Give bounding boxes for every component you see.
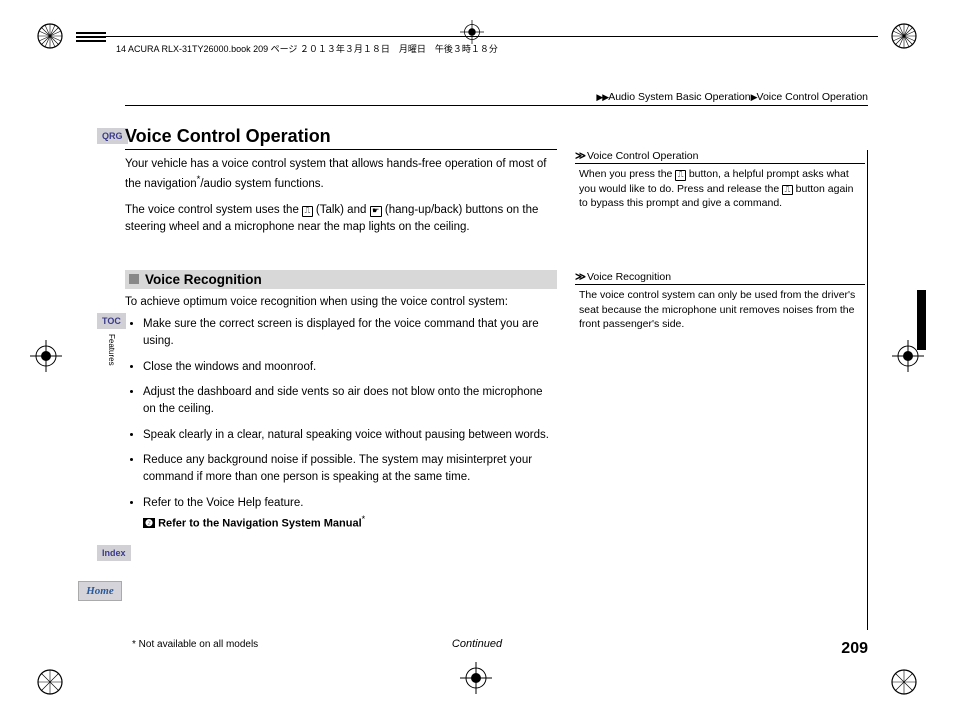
breadcrumb: ▶▶Audio System Basic Operation▶Voice Con… [596, 91, 868, 103]
edge-tab [917, 290, 926, 350]
list-item: Speak clearly in a clear, natural speaki… [143, 427, 557, 444]
talk-button-icon: ⎍ [782, 185, 793, 196]
registration-mark-icon [36, 668, 64, 696]
list-item: Refer to the Voice Help feature. [143, 495, 557, 512]
cross-reference[interactable]: ❷Refer to the Navigation System Manual* [143, 514, 557, 530]
source-file-line: 14 ACURA RLX-31TY26000.book 209 ページ ２０１３… [116, 42, 498, 55]
side-notes: Voice Control Operation When you press t… [575, 150, 865, 354]
talk-button-icon: ⎍ [302, 206, 313, 217]
text: The voice control system uses the [125, 204, 302, 216]
book-icon: ❷ [143, 518, 155, 528]
side-note-body: When you press the ⎍ button, a helpful p… [575, 167, 865, 211]
registration-mark-icon [890, 22, 918, 50]
nav-toc-button[interactable]: TOC [97, 313, 126, 329]
subsection-header: Voice Recognition [125, 270, 557, 289]
side-note-heading: Voice Recognition [575, 271, 865, 285]
main-content: Voice Control Operation Your vehicle has… [125, 126, 557, 530]
talk-button-icon: ⎍ [675, 170, 686, 181]
breadcrumb-arrows: ▶▶ [596, 92, 608, 102]
nav-home-button[interactable]: Home [78, 581, 122, 601]
breadcrumb-part2: Voice Control Operation [757, 91, 868, 103]
crosshair-icon [460, 20, 484, 44]
list-item: Close the windows and moonroof. [143, 359, 557, 376]
title-rule [125, 149, 557, 150]
page-title: Voice Control Operation [125, 126, 557, 147]
header-decoration [76, 32, 106, 44]
footnote: * Not available on all models [132, 639, 258, 650]
tips-list: Make sure the correct screen is displaye… [125, 316, 557, 511]
home-label: Home [86, 585, 114, 597]
intro-paragraph-1: Your vehicle has a voice control system … [125, 156, 557, 192]
side-note-heading: Voice Control Operation [575, 150, 865, 164]
continued-label: Continued [452, 638, 502, 650]
subsection-title: Voice Recognition [145, 272, 262, 287]
crosshair-icon [30, 340, 62, 372]
subsection-intro: To achieve optimum voice recognition whe… [125, 294, 557, 311]
text: /audio system functions. [200, 178, 323, 190]
hangup-button-icon: ☛ [370, 206, 382, 217]
nav-qrg-button[interactable]: QRG [97, 128, 128, 144]
header-rule [76, 36, 878, 37]
section-label-features: Features [107, 334, 116, 366]
text: (Talk) and [313, 204, 370, 216]
list-item: Make sure the correct screen is displaye… [143, 316, 557, 349]
registration-mark-icon [890, 668, 918, 696]
list-item: Reduce any background noise if possible.… [143, 452, 557, 485]
cross-reference-label: Refer to the Navigation System Manual [158, 518, 362, 530]
text: Your vehicle has a voice control system … [125, 158, 546, 190]
square-bullet-icon [129, 274, 139, 284]
side-note-body: The voice control system can only be use… [575, 288, 865, 332]
nav-index-button[interactable]: Index [97, 545, 131, 561]
list-item: Adjust the dashboard and side vents so a… [143, 384, 557, 417]
side-column-rule [867, 150, 868, 630]
intro-paragraph-2: The voice control system uses the ⎍ (Tal… [125, 202, 557, 235]
text: When you press the [579, 168, 675, 180]
breadcrumb-part1: Audio System Basic Operation [608, 91, 750, 103]
registration-mark-icon [36, 22, 64, 50]
content-top-rule [125, 105, 868, 106]
crosshair-icon [460, 662, 492, 694]
page-number: 209 [841, 640, 868, 658]
